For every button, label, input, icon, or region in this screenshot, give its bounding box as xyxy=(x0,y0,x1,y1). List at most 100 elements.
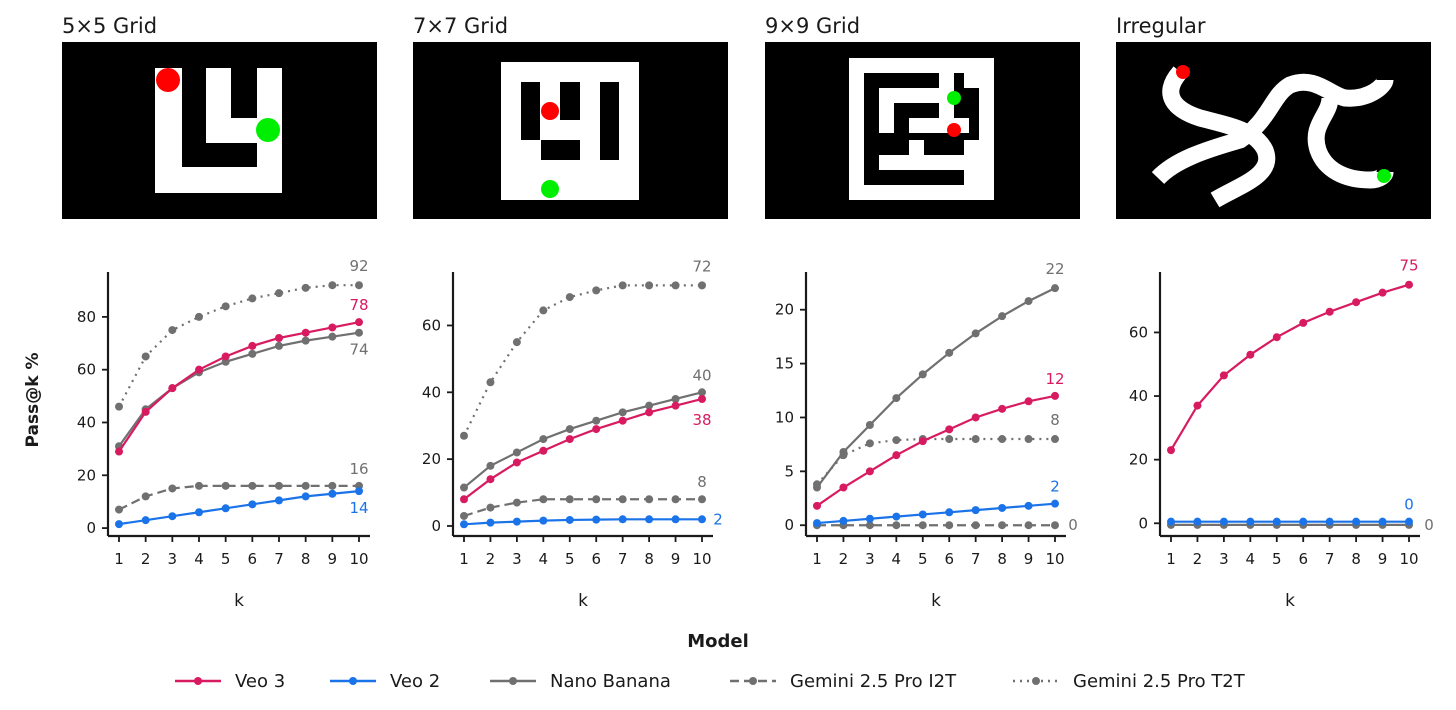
data-point xyxy=(512,458,521,467)
y-tick-label: 0 xyxy=(431,517,441,535)
legend-title: Model xyxy=(687,631,749,652)
data-point xyxy=(671,394,680,403)
data-point xyxy=(195,481,203,490)
data-point xyxy=(892,394,901,403)
data-point xyxy=(698,495,706,504)
x-tick-label: 5 xyxy=(221,550,231,568)
x-tick-label: 1 xyxy=(812,550,822,568)
end-value-label: 38 xyxy=(692,411,711,429)
series-line-veo-2 xyxy=(463,518,702,526)
end-value-label: 16 xyxy=(349,460,368,478)
data-point xyxy=(565,435,574,444)
data-point xyxy=(592,416,601,425)
panel-title-7x7: 7×7 Grid xyxy=(413,14,508,38)
y-tick-label: 80 xyxy=(77,308,96,326)
data-point xyxy=(168,384,177,393)
data-point xyxy=(1405,280,1413,289)
data-point xyxy=(328,281,337,290)
start-marker-7x7 xyxy=(541,102,559,120)
data-point xyxy=(865,439,874,448)
data-point xyxy=(539,446,548,455)
x-tick-label: 10 xyxy=(692,550,711,568)
data-point xyxy=(565,293,574,302)
data-point xyxy=(1352,517,1361,526)
data-point xyxy=(971,329,980,338)
series-veo-3: 12 xyxy=(813,370,1065,510)
data-point xyxy=(328,489,337,498)
x-tick-label: 5 xyxy=(918,550,928,568)
data-point xyxy=(195,508,203,517)
series-veo-3: 75 xyxy=(1167,257,1419,455)
series-veo-3: 78 xyxy=(115,296,369,456)
data-point xyxy=(698,388,706,397)
end-value-label: 14 xyxy=(349,499,368,517)
y-tick-label: 20 xyxy=(77,466,96,484)
y-tick-label: 5 xyxy=(784,462,794,480)
data-point xyxy=(592,425,601,434)
data-point xyxy=(248,500,257,509)
data-point xyxy=(248,481,257,490)
data-point xyxy=(592,515,601,524)
y-tick-label: 60 xyxy=(422,316,441,334)
panel-title-5x5: 5×5 Grid xyxy=(62,14,157,38)
data-point xyxy=(1051,284,1059,293)
series-nano-banana: 40 xyxy=(460,366,712,492)
data-point xyxy=(618,495,627,504)
data-point xyxy=(918,370,927,379)
data-point xyxy=(839,447,848,456)
data-point xyxy=(1299,318,1308,327)
series-veo-2: 2 xyxy=(813,478,1060,528)
data-point xyxy=(1246,350,1255,359)
data-point xyxy=(865,514,874,523)
data-point xyxy=(1051,521,1059,530)
x-tick-label: 8 xyxy=(644,550,654,568)
data-point xyxy=(355,328,363,337)
data-point xyxy=(892,451,901,460)
data-point xyxy=(248,294,257,303)
series-line-gemini-2-5-pro-i2t xyxy=(118,484,359,511)
data-point xyxy=(1219,371,1228,380)
data-point xyxy=(195,365,203,374)
x-tick-label: 7 xyxy=(1325,550,1335,568)
legend-marker xyxy=(194,677,202,685)
goal-marker-7x7 xyxy=(541,180,559,198)
data-point xyxy=(460,520,468,529)
data-point xyxy=(865,421,874,430)
legend-item-gemini-2-5-pro-i2t: Gemini 2.5 Pro I2T xyxy=(730,671,957,692)
series-line-nano-banana xyxy=(463,391,703,489)
x-tick-label: 8 xyxy=(997,550,1007,568)
data-point xyxy=(1024,521,1033,530)
data-point xyxy=(1051,435,1059,444)
y-tick-label: 0 xyxy=(784,516,794,534)
x-tick-label: 1 xyxy=(114,550,124,568)
data-point xyxy=(645,515,654,524)
legend-label: Veo 3 xyxy=(235,671,285,692)
x-tick-label: 3 xyxy=(1219,550,1229,568)
x-axis-label: k xyxy=(931,591,941,611)
end-value-label: 78 xyxy=(349,296,368,314)
data-point xyxy=(460,483,468,492)
data-point xyxy=(839,483,848,492)
legend-item-gemini-2-5-pro-t2t: Gemini 2.5 Pro T2T xyxy=(1013,671,1246,692)
data-point xyxy=(865,521,874,530)
data-point xyxy=(671,401,680,410)
series-veo-2: 14 xyxy=(115,487,369,529)
y-tick-label: 60 xyxy=(77,361,96,379)
end-value-label: 92 xyxy=(349,257,368,275)
series-line-veo-3 xyxy=(463,397,703,501)
data-point xyxy=(645,401,654,410)
x-tick-label: 7 xyxy=(274,550,284,568)
x-tick-label: 9 xyxy=(1024,550,1034,568)
data-point xyxy=(645,495,654,504)
data-point xyxy=(698,281,706,290)
maze-image-7x7 xyxy=(413,42,728,219)
data-point xyxy=(971,521,980,530)
y-tick-label: 0 xyxy=(1138,514,1148,532)
data-point xyxy=(1325,307,1334,316)
data-point xyxy=(275,341,283,350)
data-point xyxy=(813,519,821,528)
x-tick-label: 10 xyxy=(349,550,368,568)
data-point xyxy=(918,437,927,446)
